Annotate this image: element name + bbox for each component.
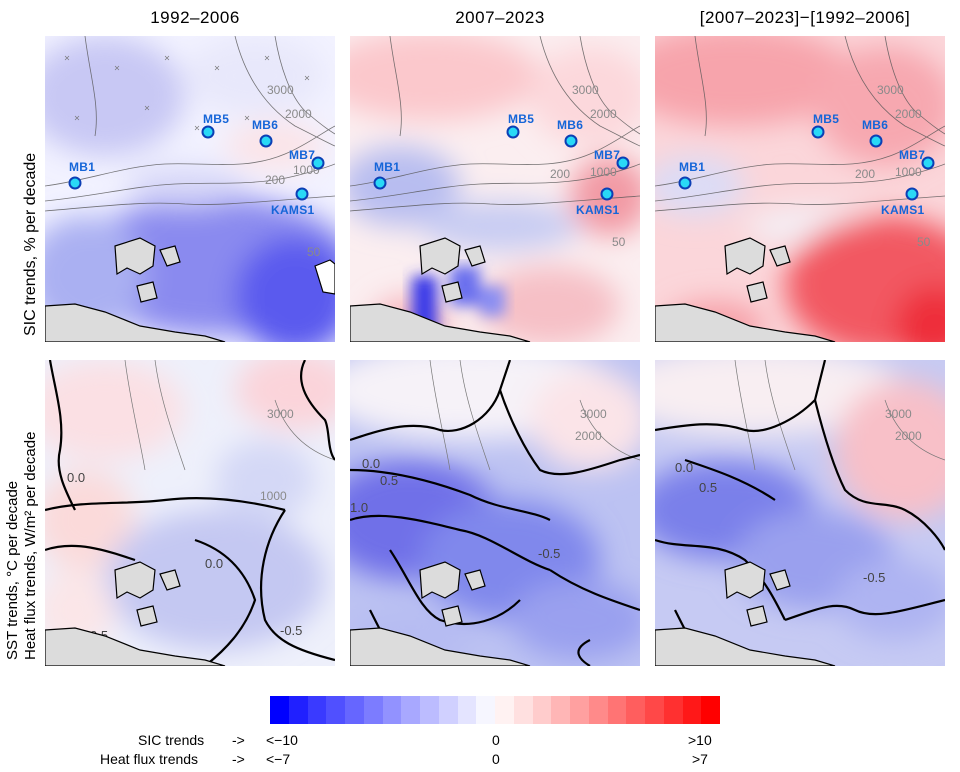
svg-text:1000: 1000 <box>590 165 617 179</box>
station-label-mb7: MB7 <box>289 148 316 162</box>
map-panel-sst-2007-2023: 0.0 0.5 1.0 -0.5 3000 2000 <box>350 360 640 666</box>
svg-text:50: 50 <box>917 235 931 249</box>
svg-text:50: 50 <box>612 235 626 249</box>
map-panel-sst-1992-2006: 0.0 -0.5 0.5 0.0 3000 1000 <box>45 360 335 666</box>
station-label-mb1: MB1 <box>69 160 96 174</box>
colorbar-heat-max: >7 <box>692 751 708 767</box>
svg-text:3000: 3000 <box>267 83 294 97</box>
svg-text:0.0: 0.0 <box>675 460 693 475</box>
colorbar-sic-label: SIC trends <box>138 732 205 748</box>
station-label-mb7: MB7 <box>899 148 926 162</box>
station-label-kams1: KAMS1 <box>271 203 315 217</box>
colorbar-swatch <box>570 696 589 724</box>
svg-text:0.5: 0.5 <box>699 480 717 495</box>
svg-text:2000: 2000 <box>285 107 312 121</box>
colorbar-swatch <box>645 696 664 724</box>
row-label-sic: SIC trends, % per decade <box>0 36 40 342</box>
svg-text:0.0: 0.0 <box>362 456 380 471</box>
svg-text:3000: 3000 <box>877 83 904 97</box>
colorbar-swatch <box>288 696 308 724</box>
svg-text:3000: 3000 <box>572 83 599 97</box>
colorbar-swatch <box>607 696 627 724</box>
svg-text:200: 200 <box>265 173 285 187</box>
station-label-mb1: MB1 <box>374 160 401 174</box>
row-label-sic-text: SIC trends, % per decade <box>22 152 39 336</box>
colorbar-swatch <box>363 696 383 724</box>
svg-text:50: 50 <box>307 245 321 259</box>
svg-text:3000: 3000 <box>267 407 294 421</box>
column-title-1992-2006: 1992–2006 <box>150 8 240 27</box>
colorbar-swatch <box>532 696 552 724</box>
svg-text:1000: 1000 <box>895 165 922 179</box>
svg-text:0.0: 0.0 <box>67 470 85 485</box>
station-label-kams1: KAMS1 <box>576 203 620 217</box>
svg-text:-0.5: -0.5 <box>863 570 885 585</box>
station-label-mb6: MB6 <box>252 118 279 132</box>
colorbar-swatch <box>551 696 570 724</box>
map-panel-sic-2007-2023: 3000 2000 1000 200 50 MB1 MB5 MB6 MB7 KA… <box>350 36 640 342</box>
colorbar-swatch <box>701 696 720 724</box>
row-label-heat-text: Heat flux trends, W/m² per decade <box>22 431 39 660</box>
colorbar-swatch <box>682 696 702 724</box>
svg-text:2000: 2000 <box>590 107 617 121</box>
svg-text:2000: 2000 <box>895 107 922 121</box>
colorbar-heat-mid: 0 <box>492 751 500 767</box>
colorbar-heat-min: <−7 <box>266 751 291 767</box>
colorbar-swatch <box>495 696 514 724</box>
station-label-mb7: MB7 <box>594 148 621 162</box>
colorbar-heat-label: Heat flux trends <box>100 751 199 767</box>
colorbar-swatch <box>663 696 683 724</box>
colorbar-swatch <box>420 696 439 724</box>
colorbar-sic-arrow: -> <box>232 732 245 748</box>
colorbar-sic-mid: 0 <box>492 732 500 748</box>
colorbar <box>270 696 720 724</box>
station-label-mb5: MB5 <box>508 112 535 126</box>
svg-text:1000: 1000 <box>260 489 287 503</box>
colorbar-swatch <box>326 696 345 724</box>
colorbar-swatch <box>307 696 327 724</box>
colorbar-swatch <box>476 696 495 724</box>
column-title-2007-2023: 2007–2023 <box>455 8 545 27</box>
station-label-mb6: MB6 <box>557 118 584 132</box>
colorbar-sic-min: <−10 <box>266 732 298 748</box>
station-label-mb1: MB1 <box>679 160 706 174</box>
svg-text:200: 200 <box>855 167 875 181</box>
svg-text:-0.5: -0.5 <box>538 546 560 561</box>
colorbar-swatch <box>588 696 608 724</box>
svg-text:0.5: 0.5 <box>380 473 398 488</box>
colorbar-swatch <box>626 696 645 724</box>
station-label-mb5: MB5 <box>813 112 840 126</box>
svg-text:3000: 3000 <box>580 407 607 421</box>
colorbar-swatch <box>513 696 533 724</box>
colorbar-swatch <box>345 696 364 724</box>
map-panel-sic-1992-2006: 3000 2000 1000 200 50 MB1 MB5 MB6 MB7 KA… <box>45 36 335 342</box>
svg-text:2000: 2000 <box>895 429 922 443</box>
row-label-sst-heat: SST trends, °C per decade Heat flux tren… <box>0 360 40 666</box>
svg-text:0.0: 0.0 <box>205 556 223 571</box>
svg-text:2000: 2000 <box>575 429 602 443</box>
colorbar-swatch <box>401 696 420 724</box>
svg-text:-0.5: -0.5 <box>280 623 302 638</box>
colorbar-swatch <box>270 696 289 724</box>
svg-text:200: 200 <box>550 167 570 181</box>
station-label-kams1: KAMS1 <box>881 203 925 217</box>
map-panel-sic-difference: 3000 2000 1000 200 50 MB1 MB5 MB6 MB7 KA… <box>655 36 945 342</box>
svg-text:1.0: 1.0 <box>350 500 368 515</box>
station-label-mb5: MB5 <box>203 112 230 126</box>
column-title-difference: [2007–2023]−[1992–2006] <box>699 8 911 27</box>
colorbar-swatch <box>457 696 477 724</box>
colorbar-sic-max: >10 <box>688 732 712 748</box>
colorbar-heat-arrow: -> <box>232 751 245 767</box>
station-label-mb6: MB6 <box>862 118 889 132</box>
map-panel-sst-difference: 0.0 0.5 -0.5 3000 2000 <box>655 360 945 666</box>
svg-text:3000: 3000 <box>885 407 912 421</box>
colorbar-swatch <box>438 696 458 724</box>
row-label-sst-text: SST trends, °C per decade <box>4 480 21 660</box>
colorbar-swatch <box>382 696 402 724</box>
